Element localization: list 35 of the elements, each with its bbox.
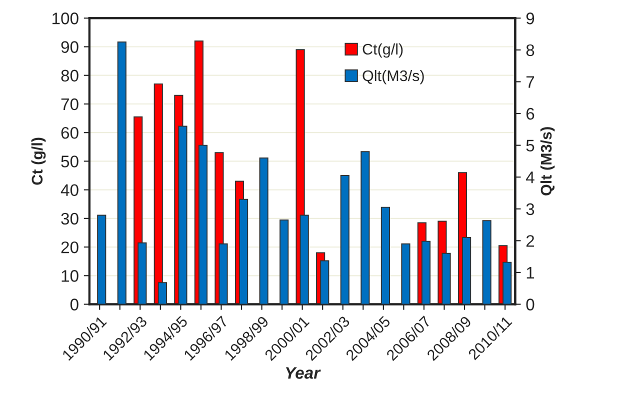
y-tick-label: 100: [52, 12, 78, 24]
bar: [360, 151, 370, 304]
bar: [97, 214, 106, 304]
y2-tick-label: 3: [526, 203, 534, 216]
bar: [117, 41, 126, 304]
y-tick-label: 80: [61, 70, 78, 82]
y2-tick-label: 7: [526, 76, 534, 88]
y-axis-title: Ct (g/l): [31, 138, 46, 185]
bar: [380, 206, 390, 304]
legend-label: Qlt(M3/s): [362, 70, 424, 84]
y2-tick-label: 5: [526, 140, 534, 152]
y2-tick-label: 1: [526, 267, 534, 279]
y2-tick-label: 2: [526, 235, 534, 247]
legend-label: Ct(g/l): [362, 43, 403, 58]
x-axis-title: Year: [286, 367, 321, 379]
y2-tick-label: 6: [526, 108, 534, 120]
y-tick-label: 70: [61, 98, 78, 110]
y-tick-label: 40: [60, 184, 78, 196]
bar: [340, 175, 350, 304]
y-tick-label: 90: [61, 41, 78, 53]
y-tick-label: 60: [61, 126, 78, 139]
y2-tick-label: 9: [526, 12, 534, 24]
bar: [259, 158, 268, 304]
y2-tick-label: 4: [526, 172, 534, 184]
y-tick-label: 0: [70, 298, 78, 310]
bar: [280, 220, 289, 304]
bar: [401, 243, 410, 304]
y2-tick-label: 0: [526, 298, 534, 310]
y2-tick-label: 8: [526, 44, 534, 56]
y-tick-label: 10: [62, 270, 78, 282]
y-tick-label: 20: [61, 241, 78, 254]
y2-axis-title: Qlt (M3/s): [540, 127, 555, 196]
y-tick-label: 30: [61, 212, 78, 225]
bar: [482, 220, 492, 304]
y-tick-label: 50: [61, 156, 78, 168]
